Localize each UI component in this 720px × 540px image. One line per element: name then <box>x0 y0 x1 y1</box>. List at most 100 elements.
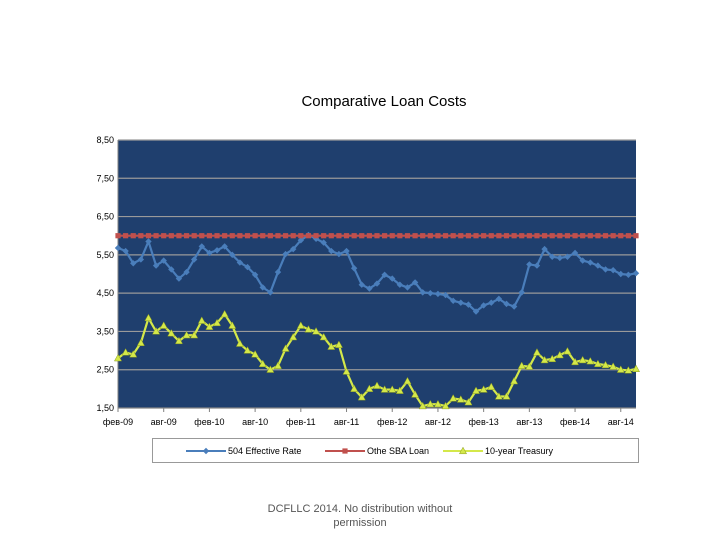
data-point <box>251 350 260 358</box>
data-point <box>122 247 129 255</box>
data-point <box>586 356 595 365</box>
data-point <box>389 275 396 282</box>
x-tick-label: авг-14 <box>608 417 634 427</box>
y-tick-label: 7,50 <box>96 173 114 183</box>
data-point <box>396 281 404 288</box>
data-point <box>381 271 388 278</box>
data-point <box>252 233 258 239</box>
data-point <box>138 233 144 239</box>
data-point <box>610 233 616 239</box>
data-point <box>213 247 221 254</box>
data-point <box>404 233 411 239</box>
series-othe-sba-loan <box>115 233 639 239</box>
data-point <box>419 289 426 296</box>
data-point <box>366 285 373 292</box>
data-point <box>594 262 602 269</box>
data-point <box>297 237 305 244</box>
y-tick-label: 3,50 <box>96 326 114 336</box>
data-point <box>359 233 365 239</box>
data-point <box>456 395 465 403</box>
data-point <box>205 322 214 330</box>
data-point <box>182 330 191 339</box>
data-point <box>548 354 557 363</box>
x-tick-label: фев-14 <box>560 417 590 427</box>
data-point <box>572 233 578 239</box>
copyright-notice: DCFLLC 2014. No distribution without per… <box>250 502 470 530</box>
data-point <box>275 233 281 239</box>
data-point <box>289 332 298 341</box>
data-point <box>496 233 502 239</box>
data-point <box>259 284 266 291</box>
data-point <box>152 262 160 269</box>
data-point <box>510 303 518 310</box>
data-point <box>222 233 228 239</box>
data-point <box>397 233 403 239</box>
data-point <box>114 244 122 252</box>
data-point <box>480 302 487 309</box>
data-point <box>602 233 609 239</box>
data-point <box>494 392 503 400</box>
copyright-line-1: DCFLLC 2014. No distribution without <box>267 503 453 515</box>
data-point <box>420 233 426 239</box>
x-tick-label: авг-13 <box>516 417 542 427</box>
data-point <box>418 401 427 410</box>
data-point <box>382 233 388 239</box>
data-point <box>351 233 357 239</box>
y-tick-label: 2,50 <box>96 365 114 375</box>
x-tick-label: авг-12 <box>425 417 451 427</box>
data-point <box>388 385 397 393</box>
data-point <box>433 399 442 408</box>
data-point <box>328 233 334 239</box>
data-point <box>479 385 488 393</box>
data-point <box>312 327 321 335</box>
data-point <box>251 271 259 278</box>
data-point <box>228 321 237 329</box>
data-point <box>174 336 183 345</box>
data-point <box>435 233 441 239</box>
data-point <box>557 233 563 239</box>
data-point <box>365 384 374 392</box>
data-point <box>358 281 365 288</box>
y-tick-label: 5,50 <box>96 250 114 260</box>
data-point <box>427 233 433 239</box>
data-point <box>549 253 556 260</box>
data-point <box>472 386 481 394</box>
data-point <box>160 257 167 264</box>
data-point <box>153 233 159 239</box>
data-point <box>372 381 382 389</box>
data-point <box>465 301 472 308</box>
data-point <box>556 254 564 262</box>
data-point <box>510 376 519 385</box>
data-point <box>593 359 602 368</box>
data-point <box>167 329 176 337</box>
data-point <box>282 233 289 239</box>
data-point <box>389 233 395 239</box>
data-point <box>632 270 640 277</box>
data-point <box>526 233 532 239</box>
data-point <box>335 250 343 258</box>
data-point <box>533 262 541 269</box>
data-point <box>580 233 586 239</box>
data-point <box>564 253 571 260</box>
data-point <box>481 233 487 239</box>
data-point <box>282 250 289 258</box>
data-point <box>244 263 251 271</box>
x-tick-label: авг-09 <box>151 417 177 427</box>
data-point <box>183 268 190 276</box>
data-point <box>336 233 342 239</box>
data-point <box>602 266 609 273</box>
data-point <box>571 357 580 366</box>
x-tick-label: фев-11 <box>286 417 316 427</box>
data-point <box>426 399 435 408</box>
y-tick-label: 6,50 <box>96 212 114 222</box>
data-point <box>532 348 541 356</box>
data-point <box>595 233 601 239</box>
data-point <box>587 233 593 239</box>
data-point <box>191 233 197 239</box>
data-point <box>168 266 175 273</box>
x-tick-label: фев-12 <box>377 417 407 427</box>
data-point <box>434 290 442 298</box>
data-point <box>488 233 494 239</box>
data-point <box>441 401 450 410</box>
data-point <box>190 330 199 339</box>
